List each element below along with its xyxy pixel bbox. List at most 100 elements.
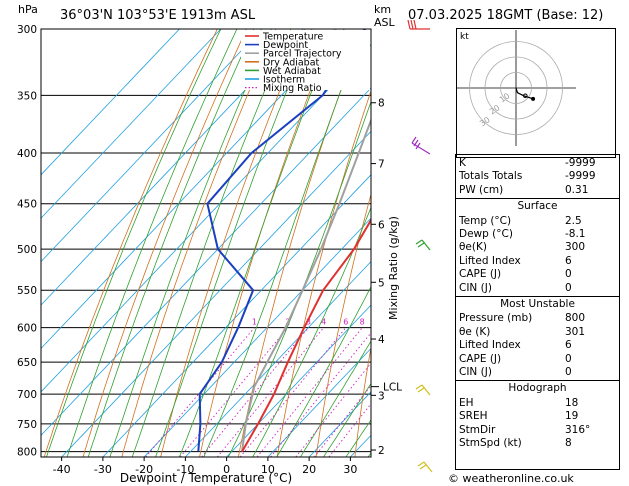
hodograph-index-label: StmDir [459, 423, 496, 436]
surface-value: -8.1 [565, 228, 586, 240]
hodograph-section-title: Hodograph [508, 382, 567, 395]
km-tick-label: 2 [378, 445, 385, 457]
dry-adiabat-line [354, 345, 371, 457]
km-tick-label: 3 [378, 390, 385, 402]
x-tick-label: 0 [223, 463, 230, 476]
km-tick-label: 4 [378, 334, 385, 346]
hpa-unit-label: hPa [18, 3, 38, 16]
wet-adiabat-line [252, 206, 371, 457]
most-unstable-value: 0 [565, 366, 572, 378]
legend-entry-label: Dewpoint [263, 40, 308, 51]
pressure-tick-label: 550 [17, 285, 37, 297]
mixing-ratio-label: 25 [426, 318, 436, 327]
most-unstable-value: 6 [565, 339, 572, 352]
km-tick-label: 6 [378, 219, 385, 231]
surface-label: CIN (J) [459, 281, 492, 294]
wet-adiabat-line [155, 29, 313, 457]
surface-label: θe(K) [459, 241, 487, 254]
mixing-ratio-label: 6 [343, 318, 348, 327]
dry-adiabat-line [43, 29, 218, 457]
isotherm-line [41, 29, 304, 306]
isotherm-line [102, 174, 371, 457]
mixing-ratio-line [239, 327, 347, 457]
wet-adiabat-line [109, 29, 272, 457]
index-value: -9999 [565, 170, 596, 183]
most-unstable-label: Pressure (mb) [459, 312, 533, 325]
hodograph-index-row: StmDir 316° [459, 424, 616, 438]
km-tick-label: 7 [378, 159, 385, 171]
mixing-ratio-axis-label: Mixing Ratio (g/kg) [387, 216, 400, 320]
mixing-ratio-label: 3 [306, 318, 311, 327]
hodograph-frame [456, 28, 616, 158]
wet-adiabat-line [299, 340, 371, 457]
mixing-ratio-label: 4 [321, 318, 326, 327]
surface-label: Dewp (°C) [459, 228, 513, 240]
hodograph-unit-label: kt [460, 32, 469, 42]
index-row: PW (cm) 0.31 [459, 184, 616, 198]
dry-adiabat-line [315, 192, 371, 457]
surface-label: Lifted Index [459, 254, 521, 267]
pressure-tick-label: 400 [17, 148, 37, 160]
hodograph-ring [484, 56, 548, 120]
hodograph-index-label: StmSpd (kt) [459, 437, 522, 449]
x-tick-label: -30 [94, 463, 112, 476]
surface-value: 6 [565, 254, 572, 267]
lcl-label: LCL [383, 382, 402, 394]
legend-entry-label: Wet Adiabat [263, 66, 321, 77]
most-unstable-label: CIN (J) [459, 366, 492, 378]
legend-entry-label: Temperature [262, 32, 323, 43]
wet-adiabat-line [46, 29, 222, 457]
hodograph-section-divider [456, 380, 619, 382]
x-tick-label: 20 [302, 463, 316, 476]
datetime-title: 07.03.2025 18GMT (Base: 12) [408, 8, 604, 23]
isotherm-line [61, 130, 371, 457]
legend-entry-label: Parcel Trajectory [263, 49, 342, 60]
pressure-tick-label: 350 [17, 90, 37, 102]
mixing-ratio-line [179, 327, 289, 457]
hodograph-index-row: SREH 19 [459, 410, 616, 424]
mixing-ratio-line [328, 403, 371, 457]
most-unstable-row: Pressure (mb) 800 [459, 312, 616, 326]
wind-barb-800 [417, 461, 433, 473]
surface-row: CAPE (J) 0 [459, 268, 616, 282]
hodograph-index-value: 19 [565, 410, 579, 423]
wind-barb-300 [407, 19, 430, 30]
most-unstable-label: θe (K) [459, 325, 491, 338]
mixing-ratio-label: 10 [370, 318, 380, 327]
location-title: 36°03'N 103°53'E 1913m ASL [60, 8, 256, 23]
wet-adiabat-line [131, 29, 292, 457]
legend-entry-label: Dry Adiabat [263, 57, 320, 68]
km-unit-label: km [374, 3, 392, 16]
x-tick-label: -40 [53, 463, 71, 476]
isotherm-line [267, 347, 371, 457]
wet-adiabat-line [203, 29, 365, 457]
surface-value: 0 [565, 268, 572, 281]
hodograph-index-row: StmSpd (kt) 8 [459, 437, 616, 451]
isotherm-line [41, 29, 263, 263]
mixing-ratio-line [313, 384, 371, 457]
hodograph-ring [469, 41, 563, 135]
hodograph-endpoint [531, 96, 536, 101]
x-tick-label: 10 [261, 463, 275, 476]
surface-row: Lifted Index 6 [459, 255, 616, 269]
plot-frame [40, 28, 372, 458]
mixing-ratio-label: 8 [360, 318, 365, 327]
most-unstable-value: 301 [565, 325, 586, 338]
pressure-tick-label: 300 [17, 24, 37, 36]
index-label: K [459, 157, 466, 169]
index-row: K -9999 [459, 157, 616, 171]
pressure-tick-label: 600 [17, 323, 37, 335]
surface-row: CIN (J) 0 [459, 282, 616, 296]
most-unstable-row: CAPE (J) 0 [459, 353, 616, 367]
hodograph-index-value: 18 [565, 396, 579, 409]
dry-adiabat-line [624, 29, 629, 457]
hodograph-index-row: EH 18 [459, 397, 616, 411]
mixing-ratio-line [201, 327, 309, 457]
mixing-ratio-line [216, 327, 324, 457]
index-value: -9999 [565, 157, 596, 169]
isotherm-line [41, 29, 345, 350]
index-label: Totals Totals [459, 170, 523, 183]
isotherm-line [226, 304, 371, 457]
hodograph-index-value: 8 [565, 437, 572, 449]
wet-adiabat-line [178, 29, 337, 457]
